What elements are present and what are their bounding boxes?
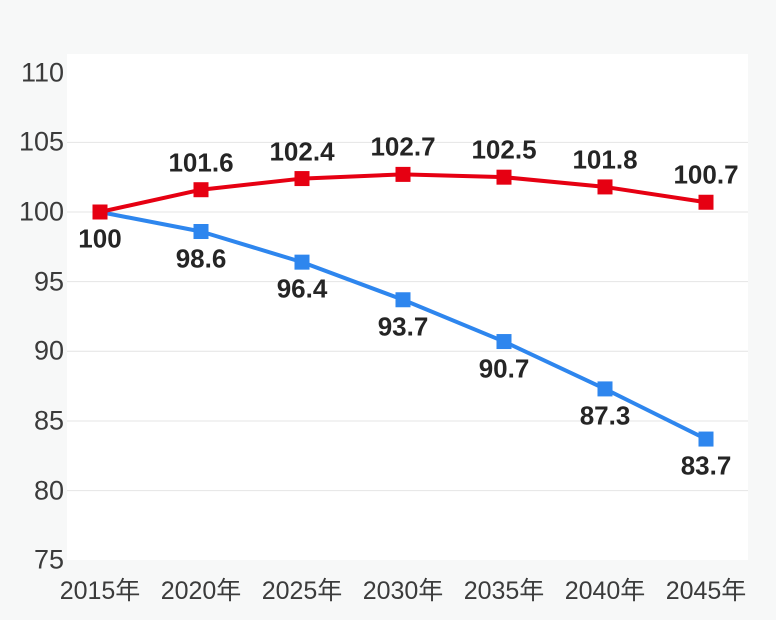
red-series-data-label: 102.4 xyxy=(269,136,335,167)
x-axis-tick-label: 2015年 xyxy=(59,577,141,605)
red-series-data-label: 101.6 xyxy=(168,147,234,178)
red-series-data-label: 102.5 xyxy=(471,134,537,165)
blue-series-marker xyxy=(294,254,310,270)
red-series-data-label: 100.7 xyxy=(673,159,739,190)
x-axis-tick-label: 2040年 xyxy=(564,577,646,605)
red-series-marker xyxy=(92,204,108,220)
y-axis-tick-label: 90 xyxy=(33,335,64,366)
blue-series-data-label: 96.4 xyxy=(276,273,328,304)
x-axis-tick-label: 2045年 xyxy=(665,577,747,605)
blue-series-data-label: 83.7 xyxy=(680,450,732,481)
blue-series-marker xyxy=(597,381,613,397)
blue-series-marker xyxy=(193,224,209,240)
y-axis-tick-label: 95 xyxy=(33,266,64,297)
y-axis-tick-label: 75 xyxy=(33,544,64,575)
red-series-marker xyxy=(597,179,613,195)
blue-series-marker xyxy=(496,334,512,350)
x-axis-tick-label: 2035年 xyxy=(463,577,545,605)
blue-series-data-label: 100 xyxy=(78,223,122,254)
y-axis-tick-label: 80 xyxy=(33,475,64,506)
red-series-marker xyxy=(698,194,714,210)
y-axis-tick-label: 110 xyxy=(20,57,64,88)
blue-series-data-label: 90.7 xyxy=(478,353,530,384)
blue-series-marker xyxy=(395,292,411,308)
blue-series-marker xyxy=(698,431,714,447)
y-axis-tick-label: 100 xyxy=(18,196,64,227)
red-series-marker xyxy=(193,182,209,198)
red-series-marker xyxy=(496,169,512,185)
y-axis-tick-label: 85 xyxy=(33,405,64,436)
x-axis-tick-label: 2025年 xyxy=(261,577,343,605)
x-axis-tick-label: 2030年 xyxy=(362,577,444,605)
x-axis-tick-label: 2020年 xyxy=(160,577,242,605)
y-axis-tick-label: 105 xyxy=(18,126,64,157)
red-series-marker xyxy=(294,171,310,187)
blue-series-data-label: 98.6 xyxy=(175,243,227,273)
red-series-data-label: 101.8 xyxy=(572,144,638,175)
blue-series-data-label: 87.3 xyxy=(579,400,631,431)
blue-series-data-label: 93.7 xyxy=(377,311,429,342)
red-series-marker xyxy=(395,166,411,182)
red-series-data-label: 102.7 xyxy=(370,131,436,162)
